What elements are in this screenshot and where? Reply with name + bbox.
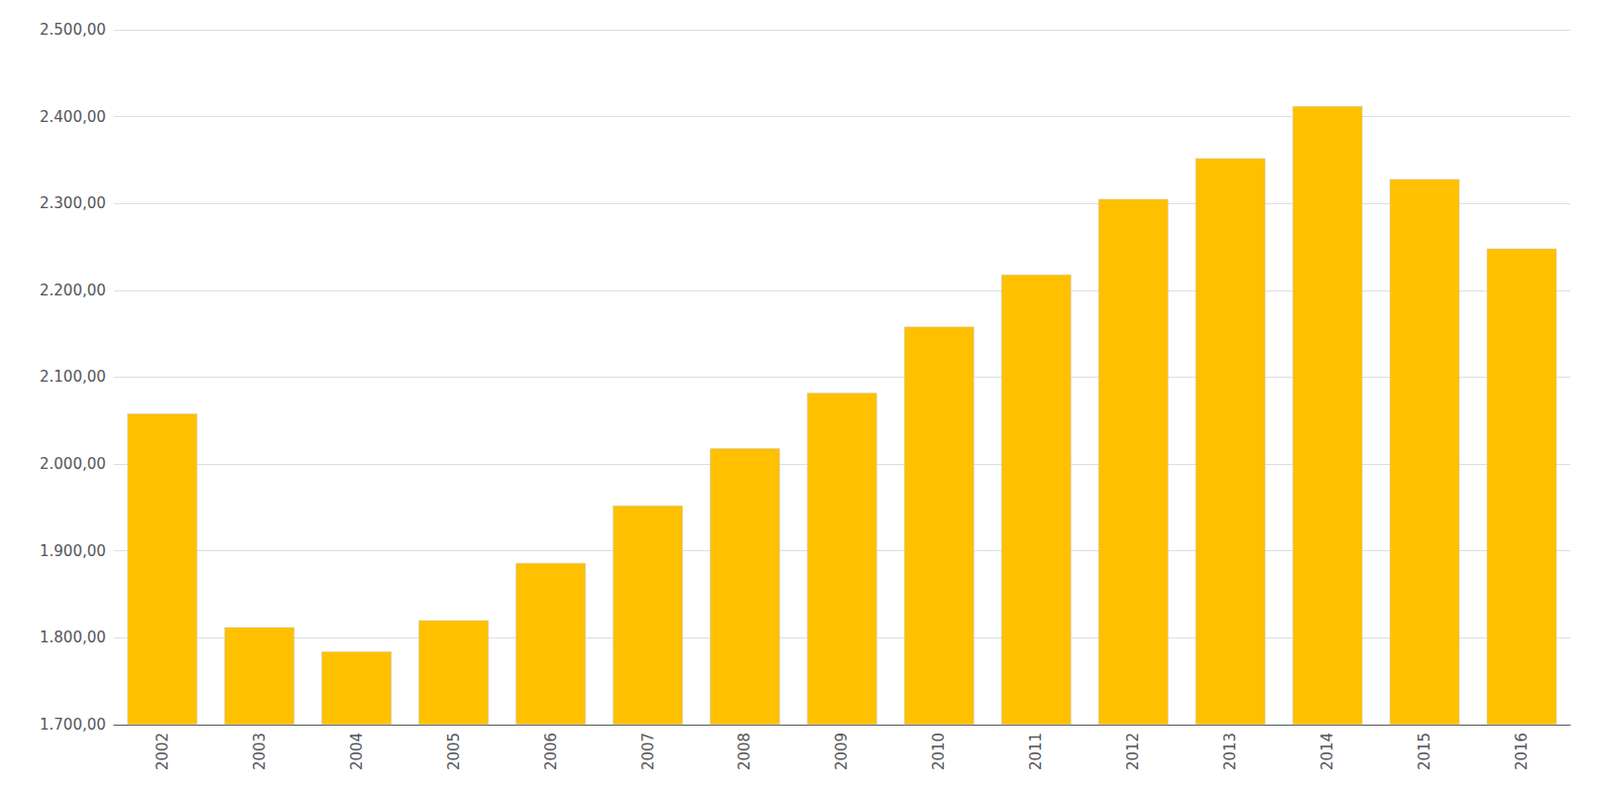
svg-text:2015: 2015	[1415, 732, 1434, 771]
svg-text:2012: 2012	[1124, 732, 1143, 771]
svg-text:2011: 2011	[1027, 732, 1045, 771]
svg-text:1.800,00: 1.800,00	[39, 628, 107, 647]
svg-text:1.700,00: 1.700,00	[39, 715, 107, 734]
svg-text:1.900,00: 1.900,00	[39, 542, 107, 561]
svg-text:2.400,00: 2.400,00	[39, 108, 107, 126]
svg-text:2002: 2002	[153, 732, 172, 771]
svg-text:2.500,00: 2.500,00	[39, 20, 107, 39]
svg-text:2.100,00: 2.100,00	[39, 367, 107, 386]
svg-text:2.200,00: 2.200,00	[39, 281, 107, 300]
svg-text:2004: 2004	[347, 732, 366, 771]
svg-text:2003: 2003	[250, 732, 269, 771]
svg-text:2008: 2008	[735, 732, 754, 771]
svg-text:2006: 2006	[542, 732, 561, 771]
svg-text:2.000,00: 2.000,00	[39, 455, 107, 473]
svg-text:2005: 2005	[445, 732, 463, 771]
svg-text:2014: 2014	[1318, 732, 1337, 771]
svg-text:2013: 2013	[1221, 732, 1240, 771]
svg-text:2009: 2009	[832, 732, 851, 771]
svg-text:2010: 2010	[929, 732, 948, 771]
svg-text:2007: 2007	[639, 732, 658, 771]
svg-text:2016: 2016	[1512, 732, 1531, 771]
svg-text:2.300,00: 2.300,00	[39, 194, 107, 213]
